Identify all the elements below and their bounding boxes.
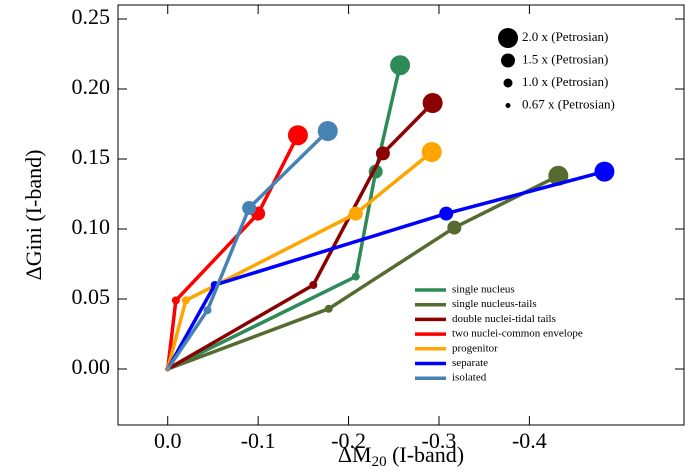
x-tick-label: -0.3 <box>422 428 457 453</box>
size-legend-marker <box>503 78 513 88</box>
y-tick-label: 0.05 <box>72 284 111 309</box>
data-point <box>309 281 318 289</box>
y-axis-label: ΔGini (I-band) <box>21 150 46 281</box>
legend-label: double nuclei-tidal tails <box>452 313 556 325</box>
data-point <box>165 366 171 372</box>
data-point <box>375 146 390 161</box>
legend-label: single nucleus-tails <box>452 298 537 310</box>
series-line <box>166 169 605 370</box>
data-point <box>439 206 454 221</box>
data-point <box>447 220 462 235</box>
y-tick-label: 0.15 <box>72 144 111 169</box>
data-point <box>348 206 363 221</box>
size-legend-marker <box>505 103 511 108</box>
y-tick-label: 0.10 <box>72 214 111 239</box>
legend-label: isolated <box>452 372 487 384</box>
series-line <box>167 174 560 371</box>
plot-frame <box>117 4 685 426</box>
legend-label: progenitor <box>452 342 498 354</box>
series-line <box>165 134 300 370</box>
size-legend-label: 0.67 x (Petrosian) <box>522 96 615 111</box>
y-tick-label: 0.20 <box>72 74 111 99</box>
size-legend-marker <box>501 53 515 68</box>
x-tick-label: -0.2 <box>331 428 366 453</box>
series-line <box>166 129 329 370</box>
y-tick-label: 0.00 <box>72 354 111 379</box>
data-point <box>422 93 443 113</box>
data-point <box>390 55 411 76</box>
legend-label: single nucleus <box>452 284 515 296</box>
x-label-sub: 20 <box>372 454 387 470</box>
legend-label: separate <box>452 357 488 369</box>
x-tick-label: -0.1 <box>241 428 276 453</box>
x-tick-label: -0.4 <box>512 428 547 453</box>
data-point <box>324 304 333 313</box>
data-point <box>421 142 442 162</box>
data-point <box>203 306 212 315</box>
x-axis-label: ΔM20 (I-band) <box>338 442 464 470</box>
series-line <box>166 64 402 371</box>
data-point <box>594 161 615 182</box>
y-tick-label: 0.25 <box>72 4 111 29</box>
series-line <box>166 150 433 370</box>
x-label-rest: (I-band) <box>387 442 465 467</box>
data-point <box>181 296 190 305</box>
size-legend-label: 1.5 x (Petrosian) <box>522 51 608 66</box>
data-point <box>317 121 338 141</box>
data-point <box>351 272 360 281</box>
data-point <box>287 125 308 146</box>
size-legend-label: 2.0 x (Petrosian) <box>522 29 608 44</box>
x-tick-label: 0.0 <box>154 428 182 453</box>
legend-label: two nuclei-common envelope <box>452 328 583 340</box>
data-point <box>242 201 257 215</box>
size-legend-marker <box>498 28 518 48</box>
data-point <box>171 296 180 305</box>
size-legend-label: 1.0 x (Petrosian) <box>522 74 608 89</box>
x-label-main: ΔM <box>338 442 372 467</box>
